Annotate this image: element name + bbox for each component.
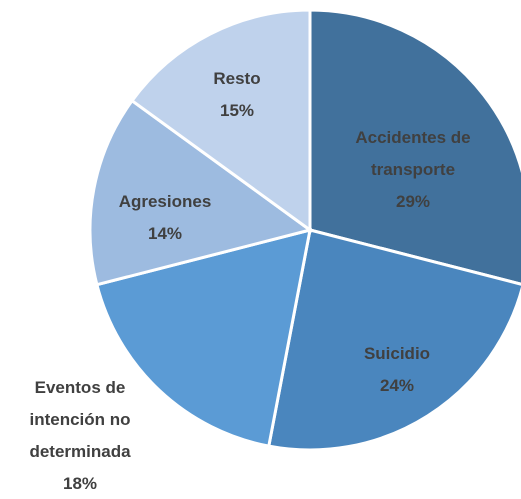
category-label: Resto <box>213 69 261 88</box>
slice-label: Suicidio 24% <box>337 338 457 402</box>
slice <box>95 227 312 448</box>
slice <box>308 8 521 286</box>
category-label: Accidentes de transporte <box>355 128 471 179</box>
slice-label: Resto 15% <box>187 63 287 127</box>
slice-label: Agresiones 14% <box>95 186 235 250</box>
slice <box>129 8 312 233</box>
slice-label: Accidentes de transporte 29% <box>326 122 501 218</box>
category-label: Suicidio <box>363 344 431 363</box>
value-label: 18% <box>62 474 98 493</box>
slice <box>267 228 521 452</box>
category-label: Eventos de intención no determinada <box>29 378 131 461</box>
value-label: 14% <box>147 224 183 243</box>
slice-label: Eventos de intención no determinada 18% <box>5 372 155 499</box>
value-label: 24% <box>379 376 415 395</box>
value-label: 15% <box>219 101 255 120</box>
value-label: 29% <box>395 192 431 211</box>
category-label: Agresiones <box>118 192 212 211</box>
slice <box>88 98 314 287</box>
